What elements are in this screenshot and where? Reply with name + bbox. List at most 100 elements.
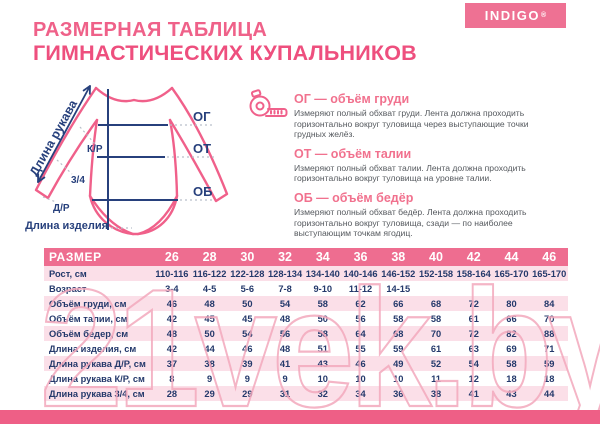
table-cell: 68 (430, 298, 442, 309)
table-cell: 45 (204, 313, 215, 324)
size-column-header: 44 (504, 250, 519, 264)
table-cell: 152-158 (418, 268, 454, 279)
table-cell: 28 (166, 388, 178, 399)
table-cell: 63 (468, 343, 479, 354)
table-cell: 18 (544, 373, 555, 384)
row-label: Объём бедер, см (49, 328, 129, 339)
table-cell: 84 (544, 298, 555, 309)
table-cell: 12 (468, 373, 479, 384)
table-cell: 9-10 (313, 283, 333, 294)
table-cell: 7-8 (278, 283, 292, 294)
chest-label: ОГ (193, 109, 211, 124)
footer-accent-bar (0, 410, 600, 424)
table-cell: 44 (544, 388, 555, 399)
table-cell: 36 (393, 388, 404, 399)
measurement-info: ОГ — объём груди Измеряют полный обхват … (294, 92, 594, 246)
brand-logo: INDIGO ® (465, 3, 566, 28)
table-cell: 44 (204, 343, 215, 354)
table-cell: 18 (506, 373, 517, 384)
table-cell: 128-134 (268, 268, 303, 279)
info-body-waist: Измеряют полный обхват талии. Лента долж… (294, 162, 526, 184)
info-heading-hips: ОБ — объём бедёр (294, 190, 414, 205)
table-cell: 55 (355, 343, 366, 354)
table-cell: 116-122 (192, 268, 227, 279)
table-cell: 46 (242, 343, 253, 354)
brand-logo-text: INDIGO (484, 8, 541, 23)
table-cell: 4-5 (202, 283, 217, 294)
table-cell: 58 (506, 358, 517, 369)
table-row: Длина изделия, см 42 44 46 48 51 55 59 61 63 69 71 (44, 341, 568, 356)
table-cell: 9 (282, 373, 288, 384)
table-cell: 165-170 (532, 268, 567, 279)
table-cell: 66 (393, 298, 404, 309)
table-cell: 48 (204, 298, 215, 309)
info-heading-chest: ОГ — объём груди (294, 92, 410, 106)
sleeve-length-arrow (37, 85, 91, 183)
row-label: Объём талии, см (49, 313, 128, 324)
size-column-header: 34 (315, 250, 330, 264)
table-cell: 39 (242, 358, 253, 369)
table-cell: 11 (431, 373, 441, 384)
table-cell: 58 (430, 313, 442, 324)
table-cell: 158-164 (456, 268, 491, 279)
table-cell: 10 (355, 373, 366, 384)
table-cell: 64 (355, 328, 366, 339)
table-cell: 72 (468, 328, 479, 339)
hip-label: ОБ (193, 184, 212, 199)
table-cell: 51 (317, 343, 328, 354)
table-cell: 66 (506, 313, 517, 324)
table-cell: 71 (544, 343, 555, 354)
size-column-header: 40 (429, 250, 443, 264)
leotard-outline (34, 86, 229, 236)
page-title-line1: РАЗМЕРНАЯ ТАБЛИЦА (33, 19, 268, 41)
table-cell: 10 (393, 373, 404, 384)
table-cell: 70 (430, 328, 442, 339)
size-column-header: 42 (466, 250, 481, 264)
measurement-lines (92, 89, 178, 230)
table-cell: 146-152 (381, 268, 416, 279)
size-column-header: 30 (240, 250, 255, 264)
info-heading-waist: ОТ — объём талии (294, 146, 412, 161)
table-cell: 134-140 (305, 268, 340, 279)
long-sleeve-label: Д/Р (53, 203, 70, 214)
row-label: Длина изделия, см (49, 343, 137, 354)
table-cell: 49 (393, 358, 404, 369)
table-cell: 48 (166, 328, 178, 339)
table-cell: 43 (506, 388, 517, 399)
table-cell: 58 (317, 328, 328, 339)
table-cell: 38 (430, 388, 442, 399)
table-cell: 61 (468, 313, 479, 324)
table-cell: 61 (430, 343, 442, 354)
size-column-header: 36 (353, 250, 368, 264)
row-label: Рост, см (49, 268, 87, 279)
size-column-header: 26 (164, 250, 179, 264)
page-title-line2: ГИМНАСТИЧЕСКИХ КУПАЛЬНИКОВ (33, 41, 417, 65)
measuring-tape-icon (249, 89, 288, 117)
table-cell: 50 (204, 328, 215, 339)
sleeve-length-label: Длина рукава (27, 97, 81, 179)
row-label: Длина рукава Д/Р, см (49, 358, 146, 369)
table-cell: 58 (393, 313, 404, 324)
table-cell: 42 (166, 343, 178, 354)
table-cell: 8 (169, 373, 175, 384)
table-header-row: РАЗМЕР 26 28 30 32 34 36 38 40 42 44 46 (44, 248, 568, 266)
table-cell: 29 (242, 388, 253, 399)
table-cell: 41 (279, 358, 291, 369)
table-cell: 62 (355, 298, 366, 309)
row-label: Возраст (49, 283, 87, 294)
table-cell: 69 (506, 343, 517, 354)
table-cell: 32 (317, 388, 328, 399)
table-cell: 122-128 (230, 268, 265, 279)
table-cell: 54 (279, 298, 291, 309)
table-cell: 11-12 (348, 283, 373, 294)
table-cell: 38 (204, 358, 215, 369)
table-cell: 14-15 (386, 283, 411, 294)
table-cell: 48 (279, 343, 291, 354)
table-cell: 9 (244, 373, 250, 384)
size-column-header: 28 (202, 250, 217, 264)
table-cell: 10 (317, 373, 328, 384)
table-row: Длина рукава Д/Р, см 37 38 39 41 43 46 49 52 54 58… (44, 356, 568, 371)
table-cell: 42 (166, 313, 178, 324)
info-body-hips: Измеряют полный обхват бедёр. Лента долж… (294, 206, 527, 239)
table-cell: 59 (544, 358, 555, 369)
